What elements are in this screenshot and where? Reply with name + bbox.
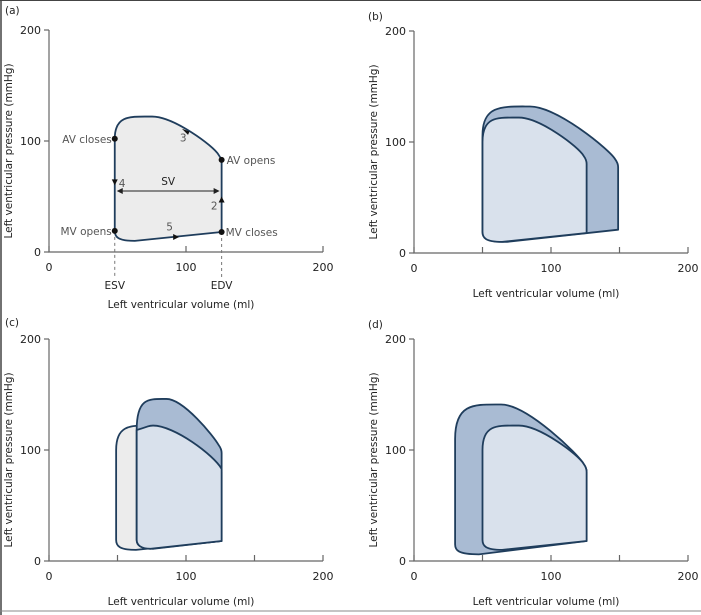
- x-tick-label: 100: [541, 262, 562, 275]
- panel-label: (d): [368, 319, 383, 331]
- pv-loop-normal: [481, 116, 588, 243]
- y-tick-label: 0: [34, 246, 41, 259]
- arrow-up-icon: [218, 196, 225, 203]
- y-tick-label: 200: [20, 24, 41, 37]
- x-tick-label: 0: [411, 570, 418, 583]
- panel-a: (a) 0 100 200 0 100 200 Left ventricular volume…: [3, 5, 334, 311]
- y-tick-label: 200: [20, 333, 41, 346]
- panel-b: (b) 0 100 200 0 100 200 Left ventricular volume…: [368, 11, 699, 300]
- y-tick-label: 0: [399, 555, 406, 568]
- arrow-right-icon: [173, 234, 180, 241]
- x-tick-label: 100: [176, 570, 197, 583]
- arrowhead-left-icon: [116, 187, 123, 194]
- x-tick-label: 0: [46, 570, 53, 583]
- valve-event-dot: [218, 156, 225, 163]
- x-tick-label: 100: [176, 261, 197, 274]
- x-tick-label: 200: [313, 570, 334, 583]
- y-axis-title: Left ventricular pressure (mmHg): [3, 63, 15, 238]
- arrow-down-icon: [111, 179, 118, 186]
- panel-label: (a): [5, 5, 20, 17]
- annotation-label: SV: [161, 176, 176, 188]
- y-tick-label: 0: [34, 555, 41, 568]
- x-tick-label: 200: [678, 570, 699, 583]
- panel-label: (c): [5, 317, 19, 329]
- panel-c: (c) 0 100 200 0 100 200 Left ventricular volume…: [3, 317, 334, 608]
- y-tick-label: 200: [385, 25, 406, 38]
- annotation-label: AV opens: [227, 155, 276, 167]
- valve-event-dot: [111, 227, 118, 234]
- annotation-label: MV closes: [226, 227, 278, 239]
- arrowhead-right-icon: [213, 187, 220, 194]
- annotation-label: 4: [119, 178, 126, 190]
- y-tick-label: 100: [385, 136, 406, 149]
- y-axis-title: Left ventricular pressure (mmHg): [3, 372, 15, 547]
- annotation-label: EDV: [211, 280, 234, 292]
- x-axis-title: Left ventricular volume (ml): [108, 596, 255, 608]
- panel-label: (b): [368, 11, 383, 23]
- x-axis-title: Left ventricular volume (ml): [473, 596, 620, 608]
- annotation-label: ESV: [105, 280, 126, 292]
- x-tick-label: 200: [678, 262, 699, 275]
- pv-loop-normal-overlay: [135, 424, 223, 550]
- pv-loop-normal: [113, 115, 223, 242]
- annotation-label: AV closes: [62, 134, 112, 146]
- y-tick-label: 200: [385, 333, 406, 346]
- annotation-label: MV opens: [60, 226, 111, 238]
- valve-event-dot: [111, 135, 118, 142]
- y-axis-title: Left ventricular pressure (mmHg): [368, 64, 380, 239]
- annotation-label: 2: [211, 200, 218, 212]
- x-tick-label: 0: [46, 261, 53, 274]
- panel-d: (d) 0 100 200 0 100 200 Left ventricular volume…: [368, 319, 699, 608]
- annotation-label: 3: [180, 133, 187, 145]
- y-axis-title: Left ventricular pressure (mmHg): [368, 372, 380, 547]
- y-tick-label: 100: [385, 444, 406, 457]
- x-axis-title: Left ventricular volume (ml): [108, 299, 255, 311]
- x-tick-label: 100: [541, 570, 562, 583]
- x-tick-label: 0: [411, 262, 418, 275]
- x-axis-title: Left ventricular volume (ml): [473, 288, 620, 300]
- pv-loop-normal: [481, 424, 588, 551]
- y-tick-label: 100: [20, 444, 41, 457]
- y-tick-label: 0: [399, 247, 406, 260]
- valve-event-dot: [218, 229, 225, 236]
- annotation-label: 5: [166, 222, 173, 234]
- arrow-upleft-icon: [181, 128, 190, 135]
- y-tick-label: 100: [20, 135, 41, 148]
- x-tick-label: 200: [313, 261, 334, 274]
